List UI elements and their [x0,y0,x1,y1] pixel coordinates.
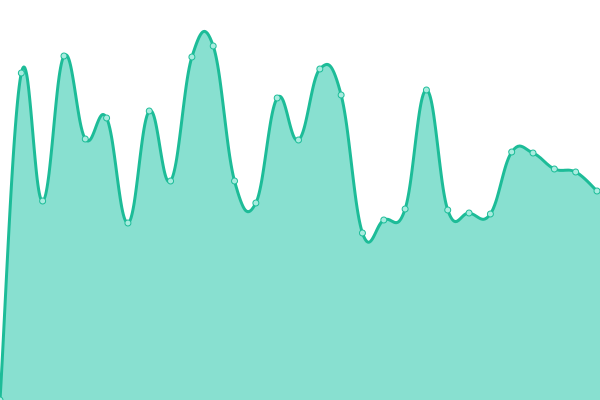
data-point-8 [167,177,175,185]
data-point-14 [295,136,302,144]
data-point-26 [550,165,558,173]
data-point-15 [316,65,324,73]
data-point-17 [358,229,366,237]
data-point-9 [188,53,196,61]
data-point-27 [572,168,580,176]
data-point-10 [209,42,217,50]
area-fill [0,31,600,400]
data-point-12 [252,199,260,207]
data-point-16 [337,91,345,99]
data-point-6 [124,219,132,227]
data-point-19 [401,205,409,213]
data-point-5 [103,114,111,122]
data-point-2 [39,197,47,205]
data-points [0,42,600,400]
data-point-3 [60,52,68,60]
data-point-24 [508,148,516,156]
data-point-18 [380,216,388,224]
data-point-20 [422,86,430,94]
data-point-0 [0,396,4,400]
data-point-13 [273,94,281,102]
data-point-23 [486,210,494,218]
data-point-21 [444,206,452,214]
data-point-22 [465,209,473,217]
data-point-25 [529,149,537,157]
data-point-1 [17,69,25,77]
series-line [0,29,599,400]
data-point-11 [231,177,239,185]
data-point-4 [81,135,89,143]
data-point-7 [145,107,153,115]
data-point-28 [593,187,600,195]
